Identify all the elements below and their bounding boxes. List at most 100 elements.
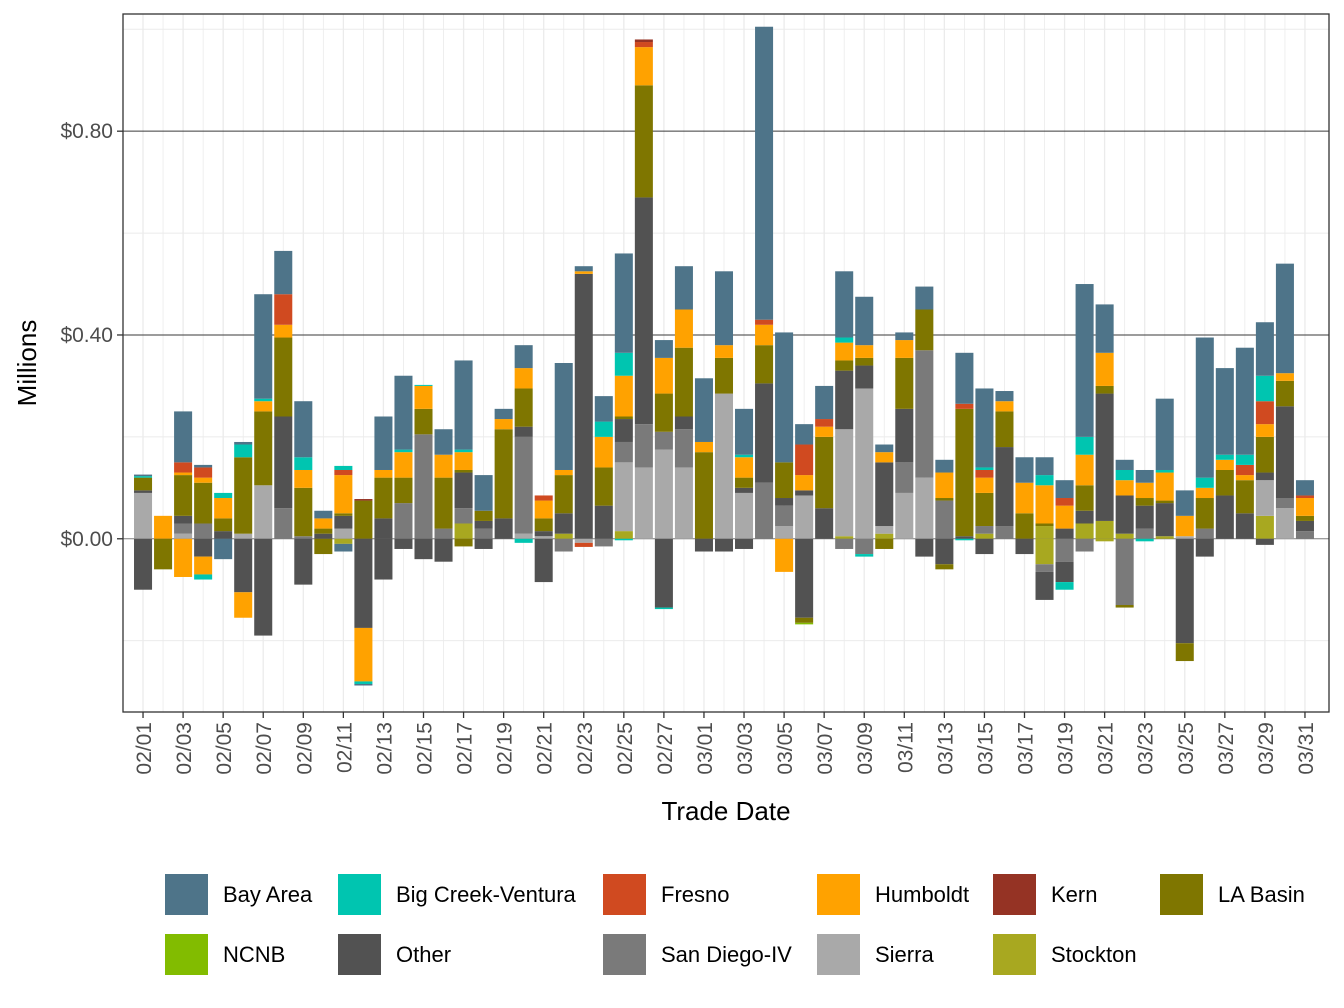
- legend-label: NCNB: [223, 942, 285, 967]
- legend-key: [817, 874, 860, 915]
- bar-stack-02-19: [494, 408, 513, 539]
- bar-segment-other: [1055, 528, 1074, 539]
- bar-stack-02-14: [394, 375, 413, 549]
- bar-segment-other: [614, 419, 633, 442]
- x-tick-label: 02/13: [373, 722, 396, 775]
- bar-segment-la-basin: [214, 518, 233, 532]
- bar-segment-big-creek-ventura: [855, 554, 874, 557]
- bar-segment-bay-area: [1035, 457, 1054, 476]
- bar-segment-big-creek-ventura: [614, 538, 633, 541]
- x-tick-label: 03/17: [1014, 722, 1037, 775]
- bar-segment-la-basin: [394, 477, 413, 504]
- bar-segment-humboldt: [1195, 487, 1214, 499]
- bar-segment-big-creek-ventura: [454, 449, 473, 453]
- bar-segment-humboldt: [815, 426, 834, 437]
- bar-segment-humboldt: [254, 401, 273, 412]
- bar-segment-san-diego-iv: [514, 436, 533, 534]
- bar-segment-big-creek-ventura: [955, 538, 974, 541]
- x-tick-label: 03/21: [1095, 722, 1118, 775]
- bar-stack-03-21: [1115, 459, 1134, 608]
- bar-stack-02-20: [514, 345, 533, 543]
- bar-segment-big-creek-ventura: [394, 449, 413, 453]
- bar-segment-san-diego-iv: [1135, 528, 1154, 539]
- bar-segment-stockton: [554, 533, 573, 539]
- x-tick-label: 02/01: [133, 722, 156, 775]
- bar-stack-03-19: [1075, 284, 1094, 552]
- bar-segment-humboldt: [1215, 459, 1234, 470]
- bar-stack-02-12: [354, 499, 373, 686]
- bar-segment-fresno: [1235, 464, 1254, 476]
- bar-segment-other: [254, 538, 273, 636]
- bar-segment-other: [454, 472, 473, 509]
- bar-stack-03-11: [915, 286, 934, 557]
- bar-stack-03-15: [995, 391, 1014, 539]
- bar-segment-la-basin: [134, 477, 153, 491]
- bar-stack-02-05: [214, 492, 233, 560]
- bar-stack-03-27: [1235, 347, 1254, 539]
- bar-segment-fresno: [795, 444, 814, 476]
- bar-segment-bay-area: [514, 345, 533, 369]
- bar-segment-la-basin: [454, 469, 473, 473]
- x-tick-label: 02/05: [213, 722, 236, 775]
- bar-segment-san-diego-iv: [835, 538, 854, 549]
- bar-segment-bay-area: [935, 459, 954, 473]
- bar-segment-bay-area: [474, 475, 493, 511]
- bar-segment-humboldt: [234, 592, 253, 618]
- bar-segment-bay-area: [1255, 322, 1274, 376]
- legend-key: [165, 934, 208, 975]
- bar-segment-humboldt: [214, 498, 233, 519]
- bar-segment-la-basin: [1115, 605, 1134, 608]
- bar-segment-other: [594, 505, 613, 539]
- bar-segment-humboldt: [574, 271, 593, 274]
- x-tick-label: 03/07: [814, 722, 837, 775]
- bar-segment-san-diego-iv: [634, 424, 653, 468]
- bar-segment-san-diego-iv: [935, 500, 954, 539]
- x-tick-label: 03/31: [1295, 722, 1318, 775]
- bar-segment-stockton: [454, 523, 473, 539]
- bar-segment-big-creek-ventura: [414, 384, 433, 386]
- bar-segment-big-creek-ventura: [354, 681, 373, 684]
- bar-segment-humboldt: [735, 457, 754, 478]
- bar-segment-bay-area: [574, 266, 593, 272]
- bar-segment-other: [815, 508, 834, 539]
- bar-segment-other: [134, 490, 153, 493]
- x-tick-label: 02/17: [454, 722, 477, 775]
- bar-segment-humboldt: [534, 500, 553, 519]
- bar-stack-03-01: [714, 271, 734, 552]
- bar-segment-stockton: [975, 533, 994, 539]
- bar-segment-other: [394, 538, 413, 549]
- bar-segment-stockton: [1075, 523, 1094, 539]
- bar-segment-ncnb: [795, 622, 814, 625]
- bar-segment-other: [374, 518, 393, 539]
- bar-segment-sierra: [174, 533, 193, 539]
- bar-segment-big-creek-ventura: [835, 337, 854, 343]
- bar-segment-la-basin: [314, 538, 333, 555]
- bar-segment-big-creek-ventura: [1215, 454, 1234, 460]
- bar-segment-san-diego-iv: [454, 508, 473, 524]
- plot-border: [122, 13, 1330, 713]
- bar-stack-02-17: [454, 360, 473, 547]
- bar-segment-other: [674, 416, 693, 430]
- bar-segment-bay-area: [494, 408, 513, 420]
- bar-segment-la-basin: [1195, 498, 1214, 529]
- bar-segment-other: [1095, 393, 1114, 521]
- bar-segment-other: [534, 538, 553, 583]
- bar-segment-bay-area: [995, 391, 1014, 402]
- bar-segment-sierra: [574, 538, 593, 543]
- bar-segment-sierra: [895, 492, 914, 539]
- bar-segment-big-creek-ventura: [1075, 436, 1094, 455]
- bar-stack-02-26: [634, 39, 653, 539]
- bar-segment-humboldt: [354, 627, 373, 682]
- bar-segment-bay-area: [554, 363, 573, 470]
- bar-segment-humboldt: [855, 345, 874, 358]
- bar-segment-bay-area: [915, 286, 934, 310]
- legend-label: Fresno: [661, 882, 729, 907]
- bar-segment-san-diego-iv: [755, 482, 774, 539]
- bar-segment-la-basin: [835, 360, 854, 371]
- bar-segment-humboldt: [434, 454, 453, 478]
- bar-segment-la-basin: [154, 538, 173, 570]
- bar-segment-fresno: [634, 42, 653, 48]
- bar-segment-sierra: [634, 467, 653, 539]
- legend-item-sierra: Sierra: [817, 934, 934, 975]
- bar-segment-bay-area: [194, 464, 213, 468]
